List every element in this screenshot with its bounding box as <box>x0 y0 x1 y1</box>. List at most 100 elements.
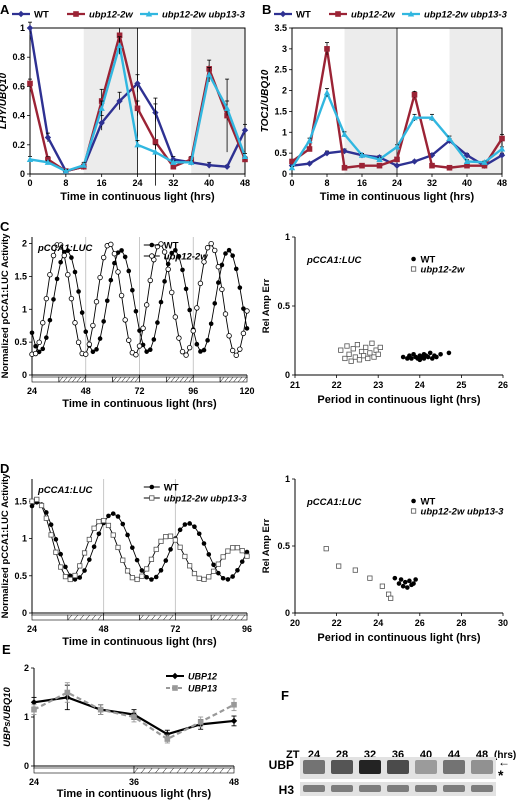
data-point <box>187 307 192 313</box>
blot-band <box>415 785 437 792</box>
hatch <box>73 614 79 621</box>
data-point <box>32 350 39 357</box>
hatch <box>157 614 162 621</box>
legend-marker <box>407 10 415 17</box>
data-point <box>82 568 87 573</box>
data-point <box>306 146 313 152</box>
data-point <box>205 71 213 78</box>
legend-marker <box>73 11 79 17</box>
data-point <box>140 325 146 331</box>
y-axis-label: UBPs/UBQ10 <box>2 686 13 746</box>
x-axis-label: Period in continuous light (hrs) <box>317 394 480 406</box>
y-tick-label: 2 <box>24 663 29 673</box>
legend-marker <box>411 256 416 262</box>
data-point <box>77 563 83 569</box>
data-point <box>187 521 192 526</box>
data-point <box>222 311 229 317</box>
data-point <box>67 576 73 583</box>
data-point <box>44 510 49 515</box>
data-point <box>225 548 231 554</box>
blot-band <box>471 760 493 774</box>
blot-band <box>443 785 465 792</box>
data-point <box>87 557 92 562</box>
data-point <box>376 162 383 169</box>
data-point <box>323 89 331 96</box>
data-point <box>220 575 226 581</box>
hatch <box>166 376 171 383</box>
y-tick-label: 0.4 <box>12 111 25 121</box>
data-point <box>53 549 59 555</box>
data-point <box>244 553 250 559</box>
data-point <box>133 308 139 314</box>
data-point <box>230 253 235 258</box>
data-point <box>242 156 248 163</box>
y-axis-label: LHY/UBQ10 <box>0 73 9 130</box>
data-point <box>373 347 379 353</box>
data-point <box>47 271 53 278</box>
data-point <box>91 525 97 531</box>
series-line <box>31 501 248 580</box>
data-point <box>234 545 241 551</box>
y-tick-label: 1 <box>24 712 29 722</box>
legend-marker <box>17 10 25 18</box>
blot-band <box>387 785 409 792</box>
y-tick-label: 1 <box>282 127 287 137</box>
data-point <box>226 247 232 253</box>
data-point <box>359 162 365 169</box>
data-point <box>40 346 46 352</box>
data-point <box>344 343 350 349</box>
data-point <box>411 91 418 98</box>
legend-marker <box>172 685 178 691</box>
x-tick-label: 24 <box>132 178 142 188</box>
x-axis-label: Time in continuous light (hrs) <box>60 191 215 203</box>
data-point <box>170 163 177 170</box>
data-point <box>72 320 78 326</box>
data-point <box>341 164 348 171</box>
legend-marker <box>149 484 155 490</box>
hatch <box>169 767 174 774</box>
legend-marker <box>149 242 155 248</box>
data-point <box>229 347 236 354</box>
x-tick-label: 36 <box>129 777 139 787</box>
legend-label: UBP12 <box>188 672 217 682</box>
y-tick-label: 0.5 <box>14 337 27 347</box>
y-axis-label: Normalized pCCA1:LUC Activity <box>0 233 11 379</box>
data-point <box>393 143 401 150</box>
data-point <box>212 301 218 306</box>
data-point <box>91 544 97 549</box>
data-point <box>122 317 128 323</box>
data-point <box>62 167 70 174</box>
data-point <box>29 503 35 509</box>
data-point <box>38 502 45 509</box>
data-point <box>348 358 354 364</box>
data-point <box>169 250 175 256</box>
data-point <box>168 547 173 552</box>
data-point <box>101 517 107 524</box>
blot-band <box>359 785 381 792</box>
hatch <box>85 614 90 621</box>
legend-marker <box>335 11 341 17</box>
data-point <box>241 127 249 134</box>
data-point <box>106 513 111 519</box>
y-tick-label: 0.2 <box>12 140 25 150</box>
x-tick-label: 24 <box>392 178 402 188</box>
data-point <box>342 355 348 362</box>
data-point <box>352 354 358 360</box>
data-point <box>94 347 99 352</box>
data-point <box>201 576 207 583</box>
x-tick-label: 48 <box>99 624 109 634</box>
data-point <box>158 538 164 544</box>
data-point <box>80 162 87 168</box>
data-point <box>58 564 64 570</box>
data-point <box>197 719 204 725</box>
data-point <box>187 563 193 569</box>
data-point <box>230 545 236 551</box>
data-point <box>100 254 107 261</box>
y-tick-label: 1 <box>20 23 25 33</box>
y-axis-label: Rel Amp Err <box>261 518 272 573</box>
data-point <box>108 241 114 248</box>
legend-label: WT <box>296 10 311 21</box>
blot-band <box>331 760 353 774</box>
data-point <box>306 160 313 167</box>
x-tick-label: 0 <box>27 178 32 188</box>
